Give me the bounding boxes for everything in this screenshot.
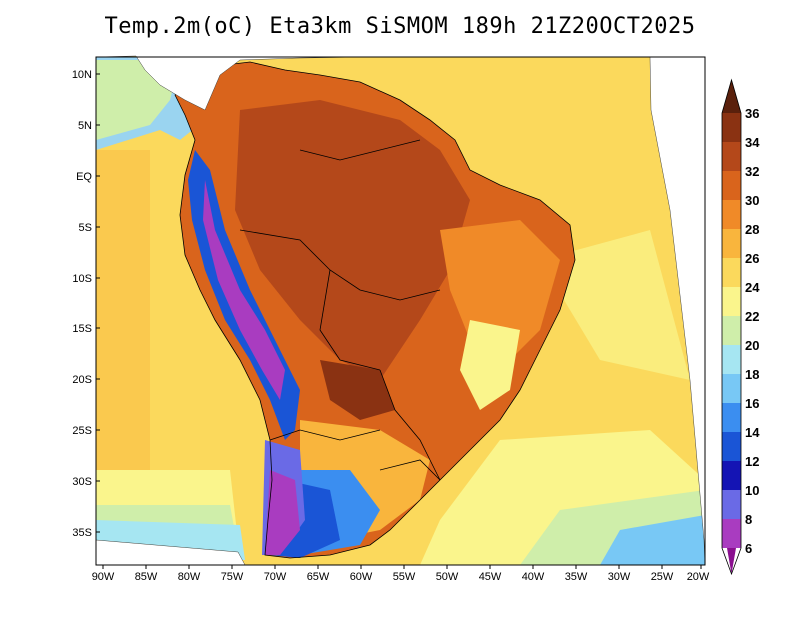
lon-label: 70W: [264, 571, 287, 583]
equatorial-atlantic: [540, 230, 690, 380]
colorbar-bin: [722, 374, 741, 403]
lon-label: 60W: [350, 571, 373, 583]
colorbar-bin: [722, 80, 741, 113]
colorbar-bin: [722, 229, 741, 258]
colorbar-label: 32: [745, 164, 759, 179]
colorbar-bin: [722, 519, 741, 548]
colorbar-label: 8: [745, 512, 752, 527]
lon-label: 90W: [92, 571, 115, 583]
colorbar-label: 26: [745, 251, 759, 266]
latitude-axis: 10N 5N EQ 5S 10S 15S 20S 25S 30S 35S: [72, 69, 100, 539]
country-borders: [174, 61, 576, 559]
colorbar-label: 12: [745, 454, 759, 469]
colorbar-bin: [722, 258, 741, 287]
colorbar-bin: [722, 461, 741, 490]
pacific-band: [96, 150, 150, 540]
andes-chain-core: [203, 180, 285, 400]
colorbar-bin: [722, 200, 741, 229]
colorbar-label: 20: [745, 338, 759, 353]
south-pacific-cold: [96, 520, 245, 560]
lat-label: 25S: [72, 425, 92, 437]
lat-label: EQ: [76, 171, 92, 183]
colorbar-label: 14: [745, 425, 760, 440]
colorbar-label: 36: [745, 106, 759, 121]
lat-label: 20S: [72, 374, 92, 386]
colorbar-label: 28: [745, 222, 759, 237]
colorbar-label: 34: [745, 135, 760, 150]
lon-label: 35W: [565, 571, 588, 583]
chaco-hot-zone: [320, 360, 395, 420]
colorbar-label: 16: [745, 396, 759, 411]
lat-label: 15S: [72, 323, 92, 335]
highlands-mild: [460, 320, 520, 410]
colorbar-bin: [727, 548, 736, 574]
map-domain: [96, 56, 705, 565]
andes-coldest: [265, 470, 300, 555]
lon-label: 85W: [135, 571, 158, 583]
colorbar-bin: [722, 403, 741, 432]
colorbar-bin: [722, 316, 741, 345]
lat-label: 10S: [72, 273, 92, 285]
lat-label: 5N: [78, 120, 92, 132]
south-atlantic-cold: [600, 515, 705, 565]
lon-label: 45W: [479, 571, 502, 583]
lat-label: 30S: [72, 476, 92, 488]
lon-label: 40W: [522, 571, 545, 583]
colorbar-label: 18: [745, 367, 759, 382]
lon-label: 30W: [608, 571, 631, 583]
colorbar-label: 24: [745, 280, 760, 295]
lat-label: 10N: [72, 69, 92, 81]
lon-label: 50W: [436, 571, 459, 583]
longitude-axis: 90W 85W 80W 75W 70W 65W 60W 55W 50W 45W …: [92, 565, 710, 583]
colorbar-label: 10: [745, 483, 759, 498]
lat-label: 5S: [79, 222, 92, 234]
lon-label: 80W: [178, 571, 201, 583]
amazon-hot-zone: [235, 100, 470, 380]
colorbar-bin: [722, 490, 741, 519]
lon-label: 20W: [687, 571, 710, 583]
colorbar-bin: [722, 171, 741, 200]
lon-label: 75W: [221, 571, 244, 583]
lon-label: 55W: [393, 571, 416, 583]
colorbar-bin: [722, 432, 741, 461]
lon-label: 25W: [651, 571, 674, 583]
colorbar-bin: [722, 142, 741, 171]
lat-label: 35S: [72, 527, 92, 539]
colorbar-bin: [722, 345, 741, 374]
colorbar-outline: [721, 78, 742, 576]
colorbar-label: 22: [745, 309, 759, 324]
map-title: Temp.2m(oC) Eta3km SiSMOM 189h 21Z20OCT2…: [104, 14, 696, 39]
colorbar: 6 8 10 12 14 16 18 20 22 24 26 28 30 32 …: [721, 78, 760, 576]
colorbar-bin: [722, 287, 741, 316]
colorbar-bin: [722, 113, 741, 142]
map-frame: [95, 56, 706, 566]
colorbar-label: 30: [745, 193, 759, 208]
lon-label: 65W: [307, 571, 330, 583]
colorbar-label: 6: [745, 541, 752, 556]
